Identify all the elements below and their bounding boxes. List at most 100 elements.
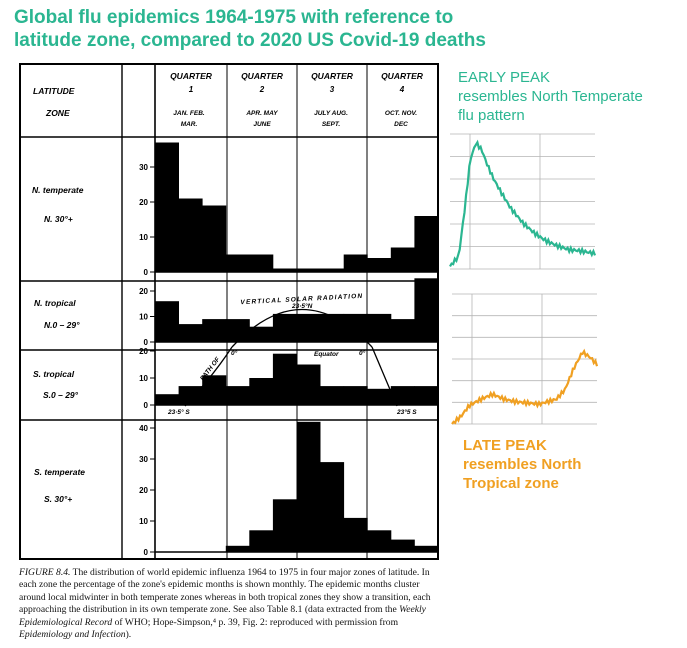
y-tick-label: 0 [144,548,149,557]
early-peak-text-2: flu pattern [458,107,525,124]
bar-dec [414,278,439,342]
s-23-5-left-label: 23·5° S [167,408,190,416]
early-peak-series [449,139,597,267]
bar-dec [414,545,439,552]
quarter-1-months-2: MAR. [181,121,198,128]
y-tick-label: 10 [139,313,148,322]
quarter-3-num: 3 [330,85,335,94]
bar-feb [178,198,203,272]
figure-grid [19,63,439,560]
bar-sep [343,386,368,405]
quarter-3-months: JULY AUG. [314,110,348,117]
caption-text-2: of WHO; Hope-Simpson,⁴ p. 39, Fig. 2: re… [112,616,399,628]
bar-mar [202,205,227,272]
y-tick-label: 10 [139,374,148,383]
caption-end: ). [125,629,132,641]
bar-jun [272,353,297,405]
early-peak-title: EARLY PEAK [458,69,550,86]
y-tick-label: 0 [144,401,149,410]
bar-oct [367,313,392,342]
bar-aug [320,386,345,405]
bar-feb [178,324,203,342]
caption-label: FIGURE 8.4. [19,567,71,578]
bar-may [249,326,274,342]
quarter-2-num: 2 [259,85,265,94]
caption-source: Weekly Epidemiological Record [19,604,426,628]
bar-jul [296,364,321,405]
zone-s-tropical-sub: S.0 – 29° [43,390,79,400]
quarter-2-months-2: JUNE [253,121,271,128]
bar-mar [202,319,227,342]
late-peak-text-2: Tropical zone [463,475,559,492]
bar-jul [296,313,321,342]
bar-dec [414,216,439,272]
bar-may [249,378,274,405]
y-tick-label: 20 [139,287,148,296]
zone-s-temperate-sub: S. 30°+ [44,494,72,504]
bar-apr [225,545,250,552]
bar-may [249,530,274,552]
bar-apr [225,386,250,405]
caption-text: The distribution of world epidemic influ… [19,567,431,616]
early-peak-text: resembles North Temperate [458,88,643,105]
zone-n-tropical: N. tropical [34,298,76,308]
bar-aug [320,462,345,552]
y-tick-label: 10 [139,517,148,526]
bar-jan [155,142,179,272]
zero-left-label: 0° [231,349,238,357]
zone-n-temperate: N. temperate [32,185,84,195]
y-tick-label: 30 [139,455,148,464]
quarter-3-label: QUARTER [311,71,354,81]
bar-jun [272,313,297,342]
zone-s-tropical: S. tropical [33,369,75,379]
y-tick-label: 40 [139,424,148,433]
title-line-2: latitude zone, compared to 2020 US Covid… [14,30,486,51]
bar-jan [155,394,179,405]
quarter-2-months: APR. MAY [245,110,278,117]
bar-nov [390,319,415,342]
equator-label: Equator [314,351,339,358]
bar-nov [390,539,415,552]
y-tick-label: 20 [139,486,148,495]
bar-oct [367,258,392,272]
n-23-5-label: 23·5°N [291,302,313,310]
late-peak-series [451,348,599,425]
bar-aug [320,313,345,342]
y-tick-label: 0 [144,268,149,277]
y-tick-label: 30 [139,163,148,172]
y-tick-label: 0 [144,338,149,347]
bar-apr [225,319,250,342]
bar-may [249,254,274,272]
bar-sep [343,313,368,342]
quarter-2-label: QUARTER [241,71,284,81]
zone-s-temperate: S. temperate [34,467,85,477]
zero-right-label: 0° [359,349,366,357]
zone-n-temperate-sub: N. 30°+ [44,214,73,224]
quarter-4-num: 4 [399,85,405,94]
late-peak-title: LATE PEAK [463,437,547,454]
caption-journal: Epidemiology and Infection [19,629,126,641]
early-peak-note: EARLY PEAK resembles North Temperate flu… [458,68,643,125]
bar-sep [343,254,368,272]
late-peak-chart [451,293,599,425]
quarter-1-months: JAN. FEB. [173,110,205,117]
zone-n-tropical-sub: N.0 – 29° [44,320,80,330]
bar-apr [225,254,250,272]
bar-nov [390,386,415,405]
bar-jul [296,268,321,272]
title-line-1: Global flu epidemics 1964-1975 with refe… [14,7,454,28]
quarter-3-months-2: SEPT. [322,121,340,128]
header-latitude: LATITUDE [33,86,75,96]
bar-jul [296,421,321,552]
y-tick-label: 10 [139,233,148,242]
bar-nov [390,247,415,272]
bar-feb [178,386,203,405]
early-peak-chart [449,133,597,270]
s-23-5-right-label: 23°5 S [396,408,417,416]
bar-mar [202,375,227,405]
quarter-4-months: OCT. NOV. [385,110,417,117]
bar-aug [320,268,345,272]
bar-sep [343,517,368,552]
y-tick-label: 20 [139,347,148,356]
